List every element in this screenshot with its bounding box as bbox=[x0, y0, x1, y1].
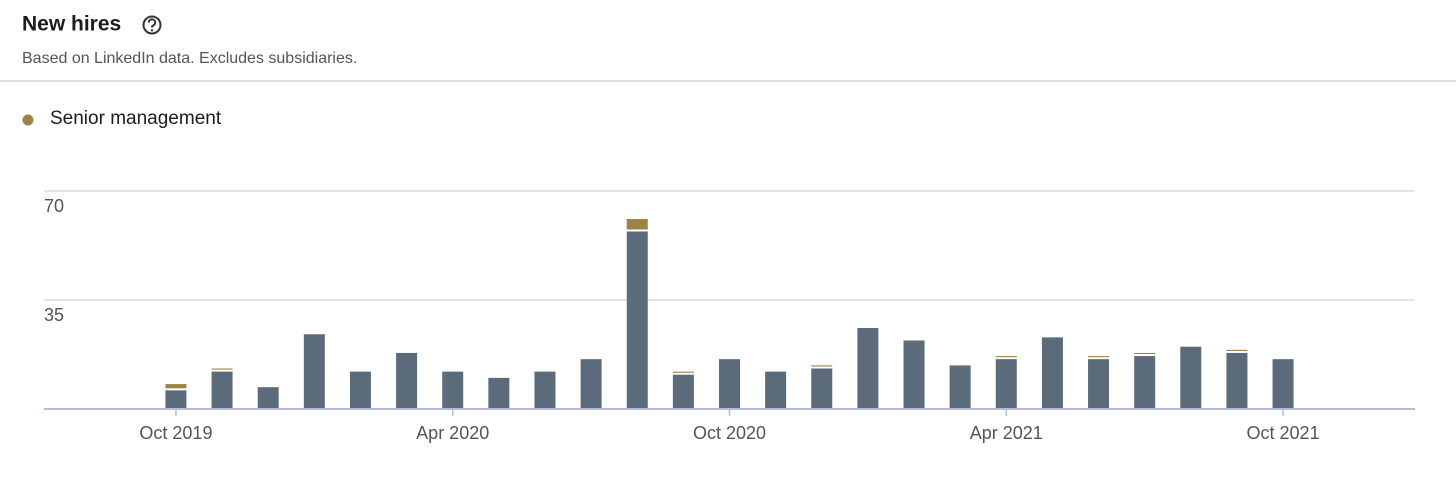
x-tick-label: Oct 2019 bbox=[139, 423, 212, 443]
bar-segment bbox=[349, 371, 371, 409]
bar-segment bbox=[811, 365, 833, 367]
bar-segment bbox=[442, 371, 464, 409]
bar-segment bbox=[903, 340, 925, 409]
bar-segment bbox=[811, 368, 833, 409]
bar-segment bbox=[995, 359, 1017, 409]
x-tick-label: Oct 2021 bbox=[1247, 423, 1320, 443]
bar-segment bbox=[257, 387, 279, 409]
bar-segment bbox=[1134, 352, 1156, 355]
y-tick-label: 35 bbox=[44, 305, 64, 325]
bar-segment bbox=[1088, 356, 1110, 358]
bar-segment bbox=[1180, 346, 1202, 409]
bar-segment bbox=[165, 390, 187, 409]
bar-segment bbox=[1134, 356, 1156, 409]
bar-segment bbox=[303, 334, 325, 409]
help-icon[interactable] bbox=[142, 15, 162, 35]
plot: 35 70 Oct 2019 Apr 2020 Oct 2020 Apr 2021 Oct … bbox=[44, 190, 1415, 443]
bar-segment bbox=[488, 377, 510, 409]
bar-segment bbox=[1088, 359, 1110, 409]
y-tick-label: 70 bbox=[44, 196, 64, 216]
legend-marker bbox=[22, 114, 34, 126]
bar-segment bbox=[1226, 352, 1248, 409]
bar-segment bbox=[857, 328, 879, 409]
bar-segment bbox=[1226, 349, 1248, 351]
bar-segment bbox=[580, 359, 602, 409]
bar-segment bbox=[211, 368, 233, 370]
bar-segment bbox=[719, 359, 740, 409]
x-tick-label: Apr 2020 bbox=[416, 423, 489, 443]
x-tick-label: Oct 2020 bbox=[693, 423, 766, 443]
legend: Senior management bbox=[22, 108, 222, 129]
legend-label: Senior management bbox=[50, 108, 222, 129]
bar-segment bbox=[626, 231, 648, 409]
x-tick-label: Apr 2021 bbox=[970, 423, 1043, 443]
bar-segment bbox=[534, 371, 556, 409]
bar-segment bbox=[1041, 337, 1063, 409]
bar-segment bbox=[765, 371, 787, 409]
bar-segment bbox=[672, 371, 694, 373]
bar-segment bbox=[396, 352, 418, 409]
bar-segment bbox=[949, 365, 971, 409]
card-subtitle: Based on LinkedIn data. Excludes subsidi… bbox=[22, 50, 357, 67]
bar-segment bbox=[672, 374, 694, 409]
bar-segment bbox=[211, 371, 233, 409]
bar-segment bbox=[165, 384, 187, 389]
bar-segment bbox=[626, 219, 648, 230]
bar-segment bbox=[1272, 359, 1294, 409]
card-title: New hires bbox=[22, 13, 121, 36]
bar-segment bbox=[995, 356, 1017, 358]
